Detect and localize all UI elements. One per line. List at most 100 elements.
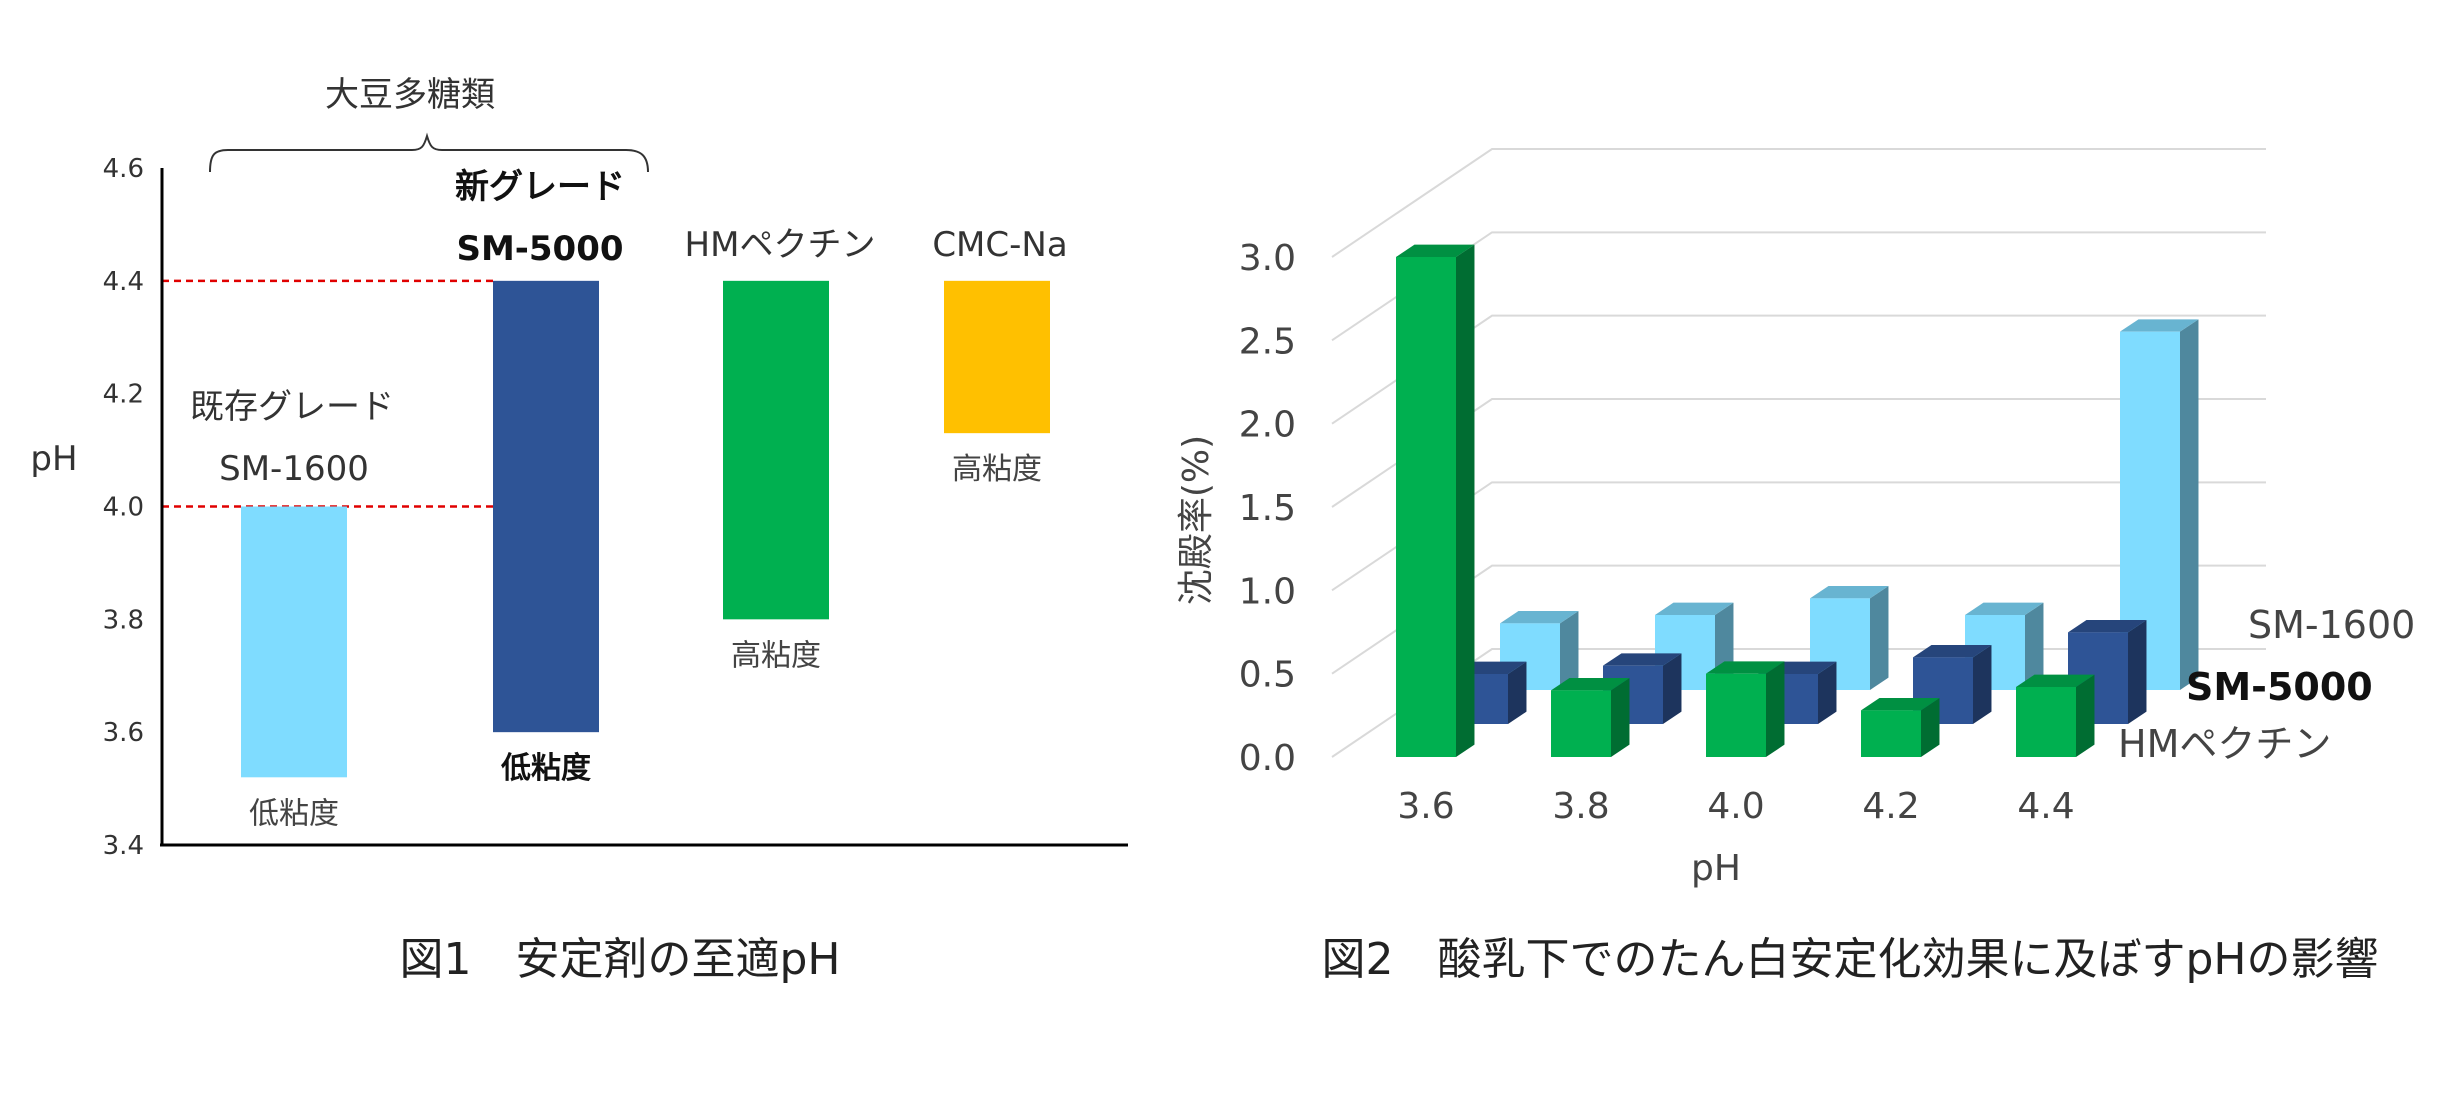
column-top <box>1655 602 1734 615</box>
series-label-sm1600: SM-1600 <box>2248 603 2415 647</box>
y-tick-label: 2.0 <box>1239 405 1296 446</box>
column-side <box>2128 620 2147 724</box>
column-side <box>1818 661 1837 724</box>
column-top <box>1448 661 1527 674</box>
gridline <box>1331 148 2266 258</box>
column-side <box>1715 602 1734 690</box>
range-bar <box>493 280 599 733</box>
column-HMペクチン <box>1706 661 1785 757</box>
bar-name-line1: 新グレード <box>455 167 625 207</box>
column-side <box>1611 678 1630 757</box>
viscosity-label: 高粘度 <box>952 452 1042 487</box>
column-front <box>1603 665 1663 724</box>
column-top <box>1396 244 1475 257</box>
column-side <box>1663 653 1682 724</box>
column-SM-1600 <box>1965 602 2044 690</box>
y-tick-label: 1.0 <box>1239 571 1296 612</box>
columns <box>1396 244 2199 757</box>
column-SM-5000 <box>1758 661 1837 724</box>
column-top <box>1913 645 1992 658</box>
y-tick-label: 0.5 <box>1239 655 1296 696</box>
column-SM-1600 <box>1500 611 1579 690</box>
column-top <box>1861 698 1940 711</box>
column-front <box>1810 598 1870 690</box>
column-SM-5000 <box>2068 620 2147 724</box>
column-top <box>2120 319 2199 332</box>
column-side <box>1973 645 1992 724</box>
y-tick-label: 4.6 <box>103 154 144 184</box>
column-side <box>1870 586 1889 690</box>
column-HMペクチン <box>2016 674 2095 757</box>
x-tick-label: 3.8 <box>1552 786 1609 827</box>
x-tick-labels: 3.6 3.8 4.0 4.2 4.4 <box>1397 786 2074 827</box>
x-tick-label: 4.4 <box>2017 786 2074 827</box>
column-top <box>1810 586 1889 599</box>
column-top <box>2068 620 2147 633</box>
column-top <box>1603 653 1682 666</box>
column-SM-5000 <box>1603 653 1682 724</box>
column-SM-1600 <box>1655 602 1734 690</box>
column-front <box>1758 674 1818 724</box>
series-label-hm-pectin: HMペクチン <box>2118 722 2331 766</box>
column-front <box>1861 710 1921 757</box>
figure-1-range-chart: 3.43.63.84.04.24.44.6 低粘度低粘度高粘度高粘度既存グレード… <box>30 75 1128 985</box>
range-bars <box>241 280 1050 778</box>
column-HMペクチン <box>1861 698 1940 757</box>
column-front <box>1551 690 1611 757</box>
series-label-sm5000: SM-5000 <box>2186 665 2373 709</box>
x-tick-label: 4.0 <box>1707 786 1764 827</box>
figure-1-caption: 図1 安定剤の至適pH <box>399 934 840 985</box>
brace-soy-polysaccharide <box>209 132 649 173</box>
column-front <box>1655 615 1715 690</box>
y-tick-label: 2.5 <box>1239 321 1296 362</box>
series-labels: SM-1600 SM-5000 HMペクチン <box>2118 603 2415 766</box>
column-front <box>1500 623 1560 690</box>
y-tick-label: 4.0 <box>103 493 144 523</box>
gridline <box>1331 481 2266 592</box>
y-tick-label: 3.0 <box>1239 238 1296 279</box>
column-front <box>1965 615 2025 690</box>
column-front <box>1448 674 1508 724</box>
y-tick-label: 3.4 <box>103 831 144 861</box>
column-side <box>1921 698 1940 757</box>
brace-label: 大豆多糖類 <box>325 75 495 115</box>
y-tick-labels: 3.4 3.6 3.8 4.0 4.2 4.4 4.6 <box>103 154 144 861</box>
gridlines <box>1331 148 2266 758</box>
reference-lines <box>162 279 494 508</box>
bar-name-line2: CMC-Na <box>932 225 1067 265</box>
y-tick-label: 3.6 <box>103 718 144 748</box>
y-tick-label: 3.8 <box>103 605 144 635</box>
y-tick-label: 0.0 <box>1239 738 1296 779</box>
gridline <box>1331 314 2266 425</box>
column-SM-5000 <box>1913 645 1992 724</box>
column-top <box>1706 661 1785 674</box>
figure-2-caption: 図2 酸乳下でのたん白安定化効果に及ぼすpHの影響 <box>1321 934 2378 985</box>
column-front <box>1396 257 1456 757</box>
column-SM-5000 <box>1448 661 1527 724</box>
column-HMペクチン <box>1551 678 1630 757</box>
x-tick-label: 3.6 <box>1397 786 1454 827</box>
gridline <box>1331 398 2266 508</box>
bar-name-line2: SM-1600 <box>219 449 369 489</box>
column-side <box>1508 661 1527 724</box>
column-front <box>2120 331 2180 690</box>
column-SM-1600 <box>2120 319 2199 690</box>
range-bar <box>944 280 1050 434</box>
range-bar <box>241 506 347 778</box>
viscosity-label: 高粘度 <box>731 638 821 673</box>
bar-name-line1: 既存グレード <box>190 387 394 427</box>
column-side <box>1456 244 1475 757</box>
column-front <box>2068 632 2128 724</box>
gridline <box>1331 564 2266 675</box>
column-side <box>2180 319 2199 690</box>
column-front <box>1913 657 1973 724</box>
y-tick-label: 1.5 <box>1239 488 1296 529</box>
column-top <box>1965 602 2044 615</box>
gridline <box>1331 231 2266 342</box>
y-tick-label: 4.2 <box>103 380 144 410</box>
y-axis-title: pH <box>30 439 77 479</box>
range-bar <box>723 280 829 620</box>
column-top <box>1500 611 1579 624</box>
column-SM-1600 <box>1810 586 1889 690</box>
